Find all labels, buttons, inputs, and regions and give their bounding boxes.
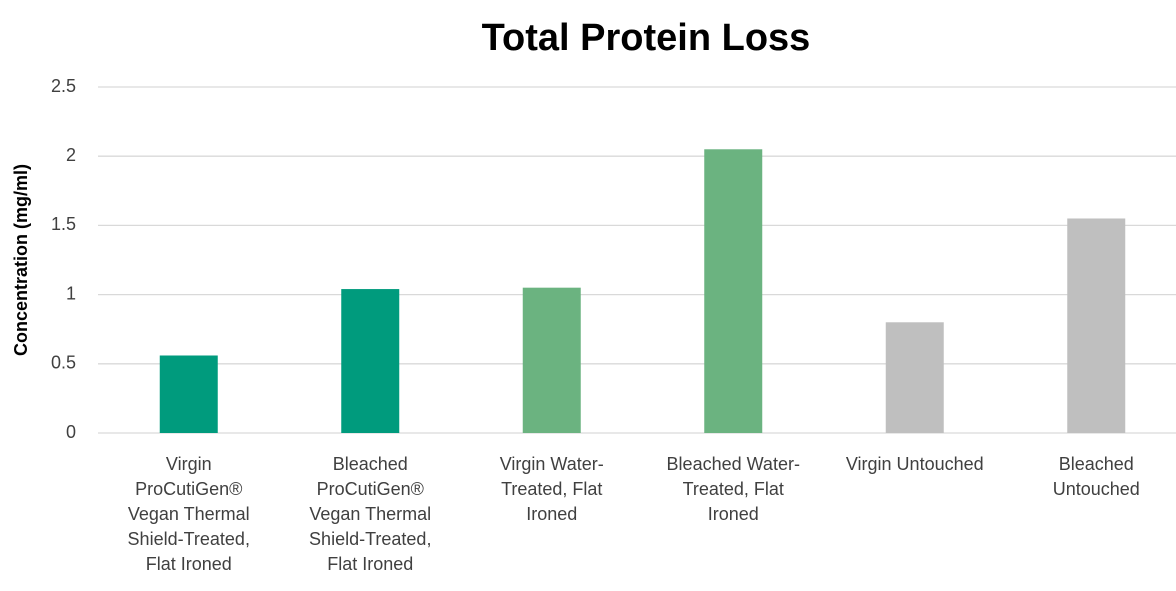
chart-title: Total Protein Loss xyxy=(482,17,811,59)
bar xyxy=(704,149,763,433)
bar xyxy=(159,355,218,433)
y-tick-label: 1 xyxy=(66,283,76,303)
bar xyxy=(1067,218,1126,433)
bar xyxy=(522,287,581,433)
x-tick-label: Bleached Untouched xyxy=(1053,454,1140,499)
y-tick-label: 2.5 xyxy=(51,76,76,96)
y-tick-label: 0.5 xyxy=(51,353,76,373)
y-axis-label: Concentration (mg/ml) xyxy=(11,164,31,356)
x-tick-label: Bleached Water-Treated, Flat Ironed xyxy=(667,454,800,524)
x-tick-label: Virgin Untouched xyxy=(846,454,984,474)
x-tick-label: Virgin ProCutiGen® Vegan Thermal Shield-Tre… xyxy=(128,454,250,574)
y-tick-label: 1.5 xyxy=(51,214,76,234)
y-tick-label: 2 xyxy=(66,145,76,165)
y-tick-label: 0 xyxy=(66,422,76,442)
bar xyxy=(885,322,944,433)
bar xyxy=(341,289,400,433)
x-tick-label: Bleached ProCutiGen® Vegan Thermal Shield-T… xyxy=(309,454,431,574)
x-tick-label: Virgin Water-Treated, Flat Ironed xyxy=(500,454,604,524)
